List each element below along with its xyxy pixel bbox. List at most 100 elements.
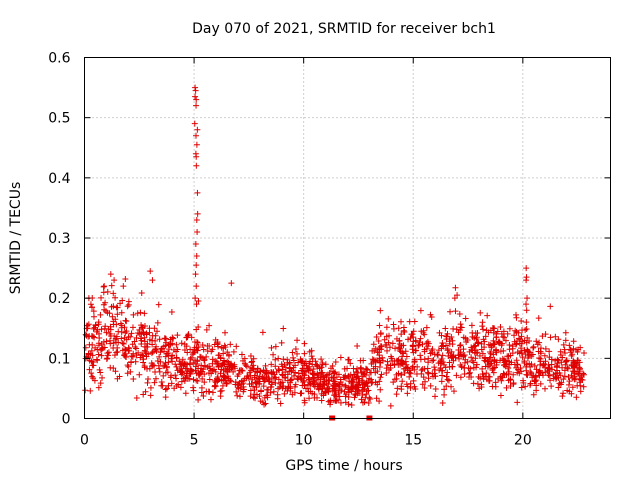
data-point — [464, 337, 471, 344]
data-point — [390, 321, 397, 328]
x-tick-label: 5 — [190, 433, 199, 449]
data-point — [263, 392, 270, 399]
data-point — [142, 388, 149, 395]
data-point — [140, 328, 147, 335]
data-point — [493, 349, 500, 356]
data-point — [307, 380, 314, 387]
data-point — [228, 378, 235, 385]
data-point — [400, 359, 407, 366]
data-point — [514, 361, 521, 368]
data-point — [470, 364, 477, 371]
data-point — [190, 376, 197, 383]
data-point — [107, 332, 114, 339]
data-point — [169, 340, 176, 347]
data-point — [552, 373, 559, 380]
data-point — [301, 350, 308, 357]
data-point — [492, 379, 499, 386]
data-point — [107, 326, 114, 333]
data-point — [389, 357, 396, 364]
data-point — [174, 332, 181, 339]
data-point — [152, 368, 159, 375]
data-point — [301, 397, 308, 404]
data-point — [114, 311, 121, 318]
data-point — [494, 328, 501, 335]
data-point — [190, 349, 197, 356]
data-point — [374, 368, 381, 375]
data-point — [214, 375, 221, 382]
data-point — [479, 323, 486, 330]
data-point — [309, 370, 316, 377]
data-point — [121, 351, 128, 358]
data-point — [156, 336, 163, 343]
data-point — [130, 311, 137, 318]
data-point — [319, 369, 326, 376]
data-point — [383, 324, 390, 331]
data-point — [234, 392, 241, 399]
data-point — [452, 354, 459, 361]
data-point — [200, 393, 207, 400]
data-point — [105, 349, 112, 356]
data-point — [233, 343, 240, 350]
data-point — [461, 364, 468, 371]
data-point — [455, 347, 462, 354]
data-point — [322, 388, 329, 395]
data-point — [523, 277, 530, 284]
data-point — [527, 380, 534, 387]
data-point — [485, 329, 492, 336]
data-point — [130, 350, 137, 357]
data-point — [292, 362, 299, 369]
data-point — [218, 362, 225, 369]
data-point — [504, 330, 511, 337]
data-point — [165, 359, 172, 366]
data-point — [477, 375, 484, 382]
data-point — [190, 359, 197, 366]
data-point — [562, 358, 569, 365]
data-point — [193, 216, 200, 223]
data-point — [215, 343, 222, 350]
data-point — [133, 334, 140, 341]
data-point — [163, 363, 170, 370]
data-point — [542, 331, 549, 338]
data-point — [424, 365, 431, 372]
data-point — [518, 347, 525, 354]
data-point — [310, 366, 317, 373]
data-point — [97, 380, 104, 387]
data-point — [230, 368, 237, 375]
data-point — [204, 364, 211, 371]
data-point — [168, 372, 175, 379]
data-point — [534, 341, 541, 348]
data-point — [480, 373, 487, 380]
data-point — [421, 348, 428, 355]
data-point — [255, 375, 262, 382]
data-point — [162, 359, 169, 366]
data-point — [516, 350, 523, 357]
data-point — [431, 364, 438, 371]
data-point — [554, 356, 561, 363]
data-point — [420, 327, 427, 334]
data-point — [238, 381, 245, 388]
data-point — [370, 341, 377, 348]
data-point — [99, 374, 106, 381]
data-point — [386, 344, 393, 351]
data-point — [325, 398, 332, 405]
data-point — [519, 327, 526, 334]
data-point — [190, 387, 197, 394]
data-point — [430, 373, 437, 380]
data-point — [101, 283, 108, 290]
data-point — [456, 351, 463, 358]
data-point — [250, 355, 257, 362]
data-point — [178, 361, 185, 368]
data-point — [160, 363, 167, 370]
data-point — [401, 370, 408, 377]
data-point — [110, 321, 117, 328]
data-point — [279, 366, 286, 373]
data-point — [231, 363, 238, 370]
data-point — [168, 380, 175, 387]
data-point — [301, 368, 308, 375]
data-point — [577, 388, 584, 395]
data-point — [562, 361, 569, 368]
data-point — [194, 189, 201, 196]
data-point — [305, 376, 312, 383]
data-point — [555, 374, 562, 381]
data-point — [457, 324, 464, 331]
